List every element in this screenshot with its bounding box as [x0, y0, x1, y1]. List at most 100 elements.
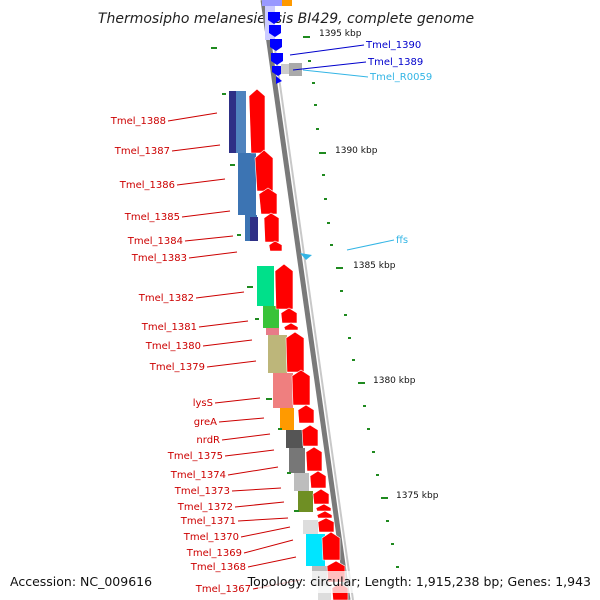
- leader: [206, 360, 257, 368]
- ruler-ticks: [303, 36, 399, 568]
- cds-arrow-1384: [268, 240, 283, 252]
- cds-arrow-1380: [283, 322, 299, 331]
- accession-text: Accession: NC_009616: [10, 574, 152, 589]
- cds-arrow-nrdR: [301, 424, 319, 447]
- cds-arrow-lysS: [291, 369, 311, 406]
- cds-arrow-1370: [317, 517, 335, 533]
- cog-block-1373: [294, 473, 309, 491]
- gene-label-tmel-1388[interactable]: Tmel_1388: [110, 116, 166, 127]
- cog-block-1370: [303, 520, 318, 534]
- ruler-tick: [327, 222, 330, 224]
- gene-label-tmel-1383[interactable]: Tmel_1383: [131, 253, 187, 264]
- backbone-line-outer: [260, 0, 351, 600]
- cog-block-1379: [268, 335, 287, 373]
- gene-label-tmel-1384[interactable]: Tmel_1384: [127, 236, 183, 247]
- cds-blue-6: [276, 76, 282, 84]
- cog-block-1386: [238, 153, 256, 215]
- gene-tick: [247, 286, 253, 288]
- leader-ffs: [346, 239, 395, 251]
- cds-arrow-1387: [254, 149, 274, 192]
- cog-block-1388: [236, 91, 246, 153]
- cog-block-lysS: [273, 373, 293, 408]
- backbone-line-inner: [267, 0, 354, 600]
- gene-label-tmel-1372[interactable]: Tmel_1372: [177, 502, 233, 513]
- ruler-tick: [316, 128, 319, 130]
- ruler-tick-major: [336, 267, 343, 269]
- gene-label-tmel-1371[interactable]: Tmel_1371: [180, 516, 236, 527]
- ruler-tick: [324, 198, 327, 200]
- ruler-label-1395: 1395 kbp: [319, 29, 362, 39]
- ffs-rna-marker: [300, 253, 312, 260]
- gene-label-tmel-1382[interactable]: Tmel_1382: [138, 293, 194, 304]
- cds-arrow-1374: [309, 470, 327, 489]
- gene-label-tmel-1381[interactable]: Tmel_1381: [141, 322, 197, 333]
- cds-top-orange: [282, 0, 292, 6]
- leader-R0059: [302, 69, 369, 78]
- gene-label-tmel-1370[interactable]: Tmel_1370: [183, 532, 239, 543]
- cds-arrow-1372: [315, 503, 332, 512]
- gene-label-tmel-1380[interactable]: Tmel_1380: [145, 341, 201, 352]
- ruler-tick: [367, 428, 370, 430]
- cds-arrow-greA: [297, 404, 315, 424]
- cog-block-1372: [298, 491, 313, 512]
- ruler-tick-major: [319, 152, 326, 154]
- leader: [198, 320, 249, 328]
- gene-tick: [211, 47, 217, 49]
- leader: [218, 417, 265, 423]
- gene-label-tmel-1389[interactable]: Tmel_1389: [367, 57, 423, 68]
- gene-label-tmel-1368[interactable]: Tmel_1368: [190, 562, 246, 573]
- gene-label-tmel-r0059[interactable]: Tmel_R0059: [369, 72, 432, 83]
- cog-block-1384b: [250, 217, 258, 241]
- gene-label-tmel-1373[interactable]: Tmel_1373: [174, 486, 230, 497]
- ruler-tick: [348, 337, 351, 339]
- ruler-tick: [308, 60, 311, 62]
- cds-top-blue: [262, 0, 282, 6]
- leader: [240, 526, 291, 538]
- cog-block-1369: [306, 534, 325, 566]
- cds-track: [248, 88, 349, 600]
- gene-label-lyss[interactable]: lysS: [193, 398, 213, 409]
- map-title: Thermosipho melanesiensis BI429, complet…: [98, 11, 474, 27]
- leader: [231, 487, 282, 492]
- ruler-tick: [396, 566, 399, 568]
- gene-label-tmel-1374[interactable]: Tmel_1374: [170, 470, 226, 481]
- gene-label-grea[interactable]: greA: [194, 417, 217, 428]
- gene-label-tmel-1379[interactable]: Tmel_1379: [149, 362, 205, 373]
- gene-label-tmel-1375[interactable]: Tmel_1375: [167, 451, 223, 462]
- leader: [171, 144, 221, 152]
- leader: [167, 112, 218, 122]
- cds-blue-1: [268, 12, 280, 24]
- gene-label-tmel-1385[interactable]: Tmel_1385: [124, 212, 180, 223]
- gene-ticks: [211, 47, 299, 512]
- ruler-label-1375: 1375 kbp: [396, 491, 439, 501]
- left-gene-labels: Tmel_1388 Tmel_1387 Tmel_1386 Tmel_1385 …: [110, 116, 251, 595]
- gene-label-tmel-1387[interactable]: Tmel_1387: [114, 146, 170, 157]
- gene-label-tmel-1386[interactable]: Tmel_1386: [119, 180, 175, 191]
- gene-label-tmel-1367[interactable]: Tmel_1367: [195, 584, 251, 595]
- cog-block-1381: [263, 306, 279, 328]
- gene-tick: [278, 428, 282, 430]
- cds-arrow-1388: [248, 88, 266, 154]
- ruler-label-1385: 1385 kbp: [353, 261, 396, 271]
- leader: [227, 466, 279, 476]
- cds-arrow-1373: [312, 488, 330, 505]
- ruler-tick: [391, 543, 394, 545]
- leader: [181, 210, 231, 218]
- gene-tick: [230, 164, 235, 166]
- cds-arrow-1385: [263, 212, 280, 243]
- cog-block-greA: [280, 408, 294, 430]
- gene-label-tmel-1369[interactable]: Tmel_1369: [186, 548, 242, 559]
- leader: [234, 501, 285, 508]
- cds-arrow-1371: [316, 510, 333, 519]
- ruler-label-1390: 1390 kbp: [335, 146, 378, 156]
- leader: [188, 251, 238, 259]
- gene-label-ffs[interactable]: ffs: [396, 235, 408, 246]
- gene-tick: [266, 398, 272, 400]
- gene-label-tmel-1390[interactable]: Tmel_1390: [365, 40, 421, 51]
- ruler-tick: [376, 474, 379, 476]
- leader: [195, 291, 245, 299]
- ruler-tick-major: [358, 382, 365, 384]
- gene-label-nrdr[interactable]: nrdR: [196, 435, 220, 446]
- ruler-tick: [312, 82, 315, 84]
